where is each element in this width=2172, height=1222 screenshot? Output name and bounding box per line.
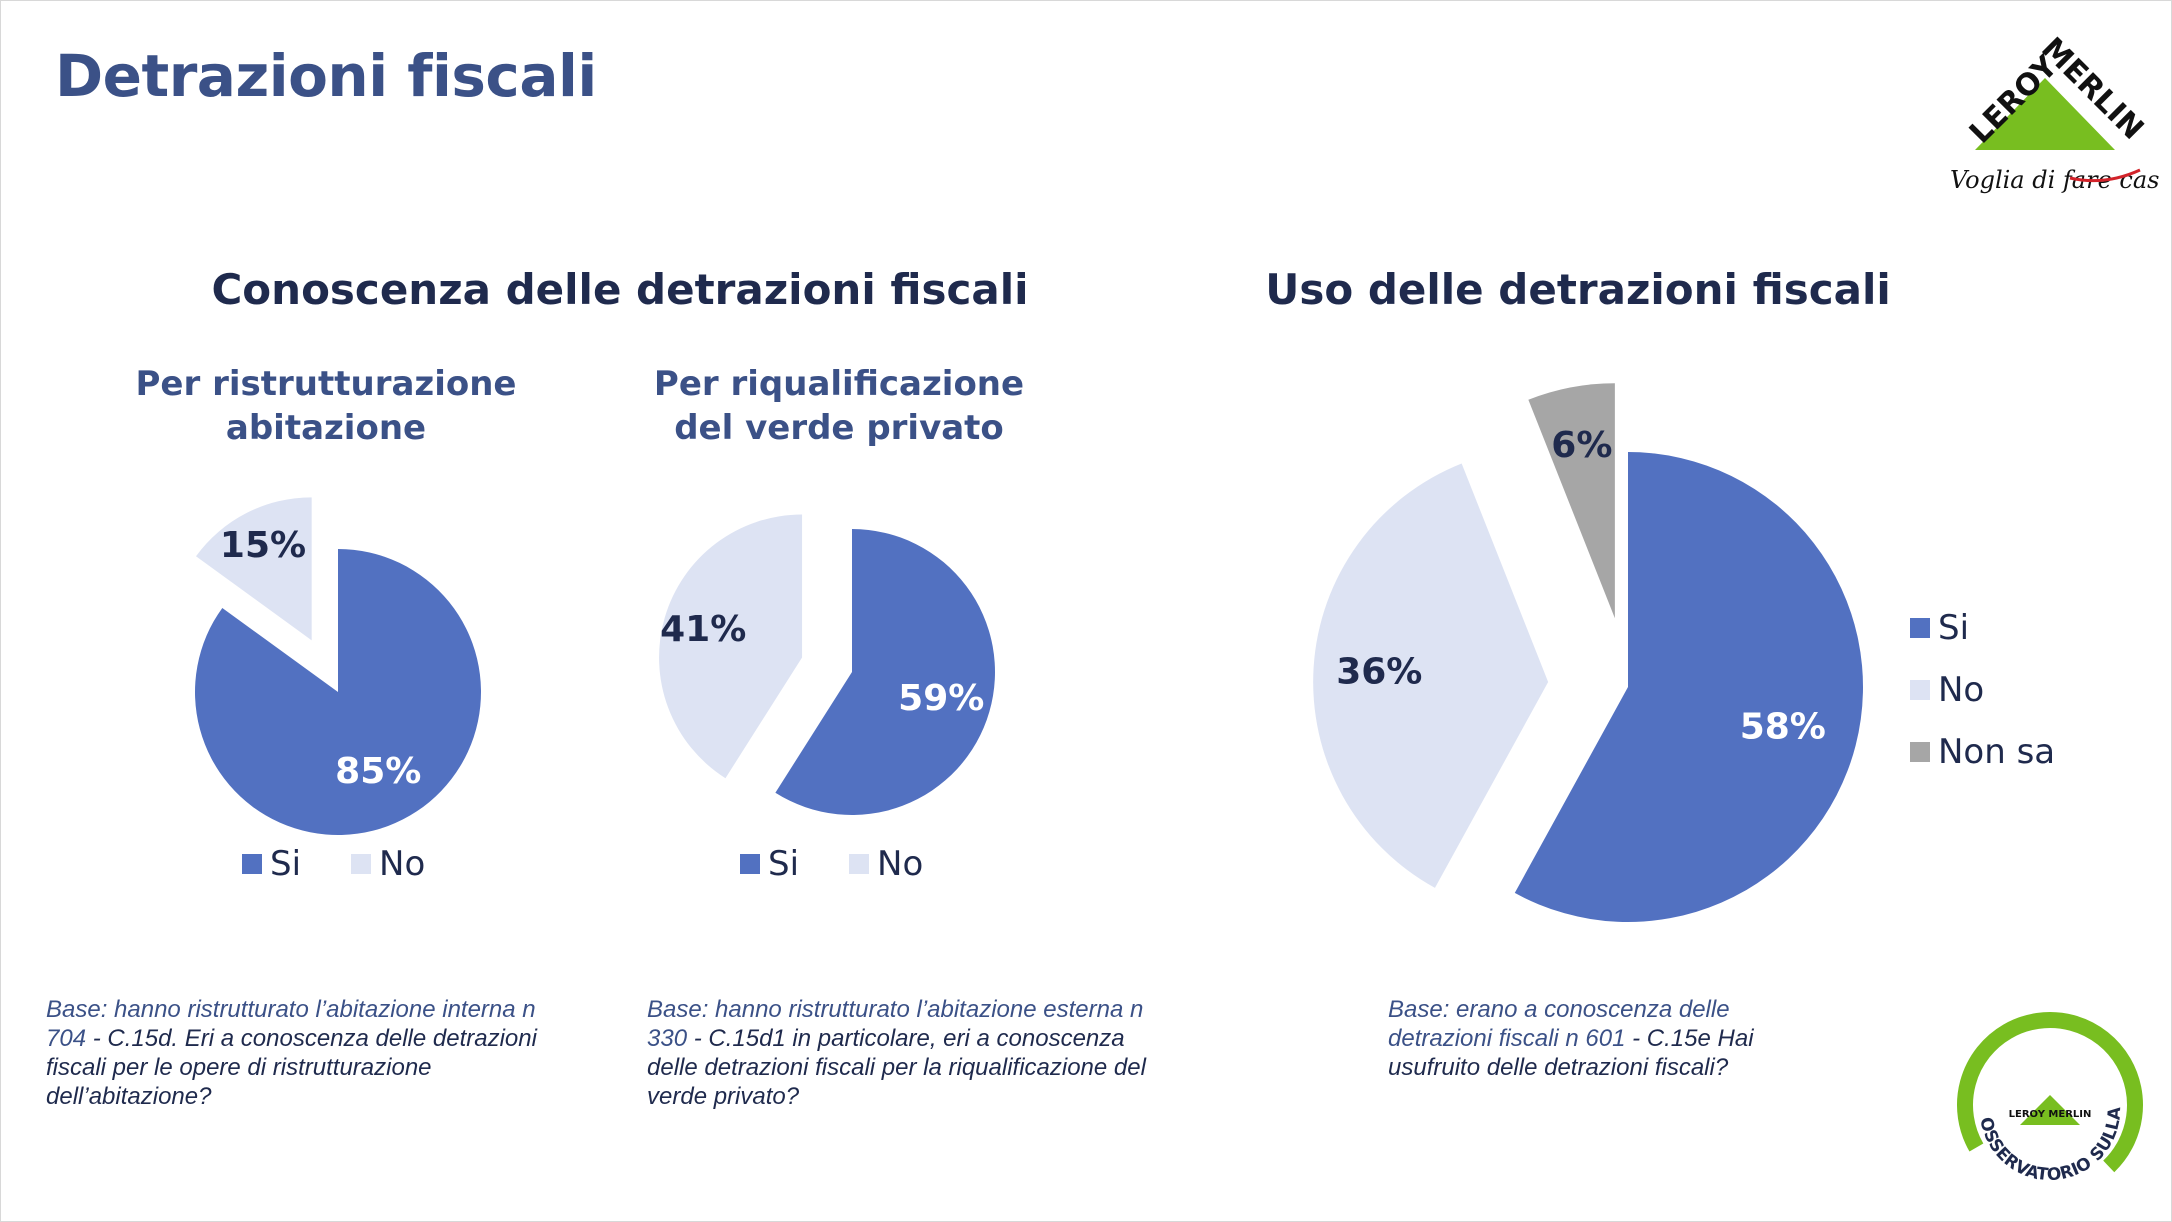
legend-label-no: No bbox=[877, 844, 924, 884]
legend-item-si: Si bbox=[1910, 608, 2055, 648]
pie3-slice-si bbox=[1514, 452, 1864, 923]
legend-label-si: Si bbox=[1938, 608, 1970, 648]
legend-item-no: No bbox=[849, 844, 923, 884]
pie2-slice-no bbox=[659, 514, 803, 779]
pie3-slice-no bbox=[1313, 463, 1549, 888]
pie1-slice-no bbox=[195, 497, 312, 641]
pie1-label-no: 15% bbox=[220, 525, 306, 566]
footnote-text: - C.15e Hai usufruito delle detrazioni f… bbox=[1388, 1025, 1754, 1081]
section-title-uso: Uso delle detrazioni fiscali bbox=[1265, 265, 1891, 314]
legend-label-no: No bbox=[1938, 670, 1985, 710]
legend-item-non-sa: Non sa bbox=[1910, 732, 2055, 772]
legend-swatch-si bbox=[242, 854, 262, 874]
chart1-title-line1: Per ristrutturazione bbox=[135, 364, 517, 404]
chart1-title: Per ristrutturazione abitazione bbox=[116, 362, 536, 450]
legend-item-no: No bbox=[351, 844, 425, 884]
logo-tagline: Voglia di fare casa. bbox=[1950, 166, 2160, 194]
footnote-chart2: Base: hanno ristrutturato l’abitazione e… bbox=[647, 995, 1167, 1111]
legend-label-no: No bbox=[379, 844, 426, 884]
pie1-label-si: 85% bbox=[335, 751, 421, 792]
pie3-label-no: 36% bbox=[1336, 651, 1422, 692]
pie2-slice-si bbox=[775, 529, 995, 815]
pie2-label-si: 59% bbox=[898, 678, 984, 719]
footnote-text: - C.15d1 in particolare, eri a conoscenz… bbox=[647, 1025, 1146, 1110]
legend-label-si: Si bbox=[768, 844, 800, 884]
pie3-label-non-sa: 6% bbox=[1551, 425, 1612, 466]
legend-label-non-sa: Non sa bbox=[1938, 732, 2056, 772]
chart2-title: Per riqualificazione del verde privato bbox=[629, 362, 1049, 450]
pie1-slice-si bbox=[195, 549, 482, 835]
footnote-chart3: Base: erano a conoscenza delle detrazion… bbox=[1388, 995, 1808, 1082]
pie3-label-si: 58% bbox=[1740, 707, 1826, 748]
section-title-conoscenza: Conoscenza delle detrazioni fiscali bbox=[211, 265, 1029, 314]
legend-item-si: Si bbox=[242, 844, 301, 884]
legend-chart3: Si No Non sa bbox=[1910, 608, 2055, 794]
legend-chart2: Si No bbox=[740, 844, 923, 884]
chart2-title-line1: Per riqualificazione bbox=[653, 364, 1025, 404]
legend-label-si: Si bbox=[270, 844, 302, 884]
pie3-slice-non-sa bbox=[1528, 383, 1615, 619]
legend-swatch-no bbox=[351, 854, 372, 874]
legend-swatch-si bbox=[740, 854, 760, 874]
pie2-label-no: 41% bbox=[660, 609, 746, 650]
legend-swatch-no bbox=[1910, 680, 1930, 700]
seal-brand: LEROY MERLIN bbox=[2009, 1109, 2092, 1120]
legend-swatch-no bbox=[849, 854, 870, 874]
logo-triangle bbox=[1975, 78, 2115, 150]
seal-house bbox=[2020, 1095, 2080, 1125]
chart1-title-line2: abitazione bbox=[225, 408, 427, 448]
legend-item-no: No bbox=[1910, 670, 2055, 710]
osservatorio-seal: OSSERVATORIO SULLA CASA LEROY MERLIN bbox=[1950, 1005, 2143, 1198]
page-title: Detrazioni fiscali bbox=[55, 42, 597, 110]
legend-item-si: Si bbox=[740, 844, 799, 884]
legend-chart1: Si No bbox=[242, 844, 425, 884]
footnote-base: Base: hanno ristrutturato l’abitazione i… bbox=[46, 996, 536, 1052]
footnote-text: - C.15d. Eri a conoscenza delle detrazio… bbox=[46, 1025, 537, 1110]
seal-ring bbox=[1957, 1012, 2143, 1198]
chart2-title-line2: del verde privato bbox=[674, 408, 1004, 448]
footnote-base: Base: hanno ristrutturato l’abitazione e… bbox=[647, 996, 1144, 1052]
logo-underline bbox=[2069, 168, 2141, 183]
footnote-base: Base: erano a conoscenza delle detrazion… bbox=[1388, 996, 1730, 1052]
legend-swatch-si bbox=[1910, 618, 1930, 638]
footnote-chart1: Base: hanno ristrutturato l’abitazione i… bbox=[46, 995, 566, 1111]
legend-swatch-non-sa bbox=[1910, 742, 1930, 762]
leroy-merlin-logo: LEROY MERLIN Voglia di fare casa. bbox=[1950, 31, 2160, 194]
